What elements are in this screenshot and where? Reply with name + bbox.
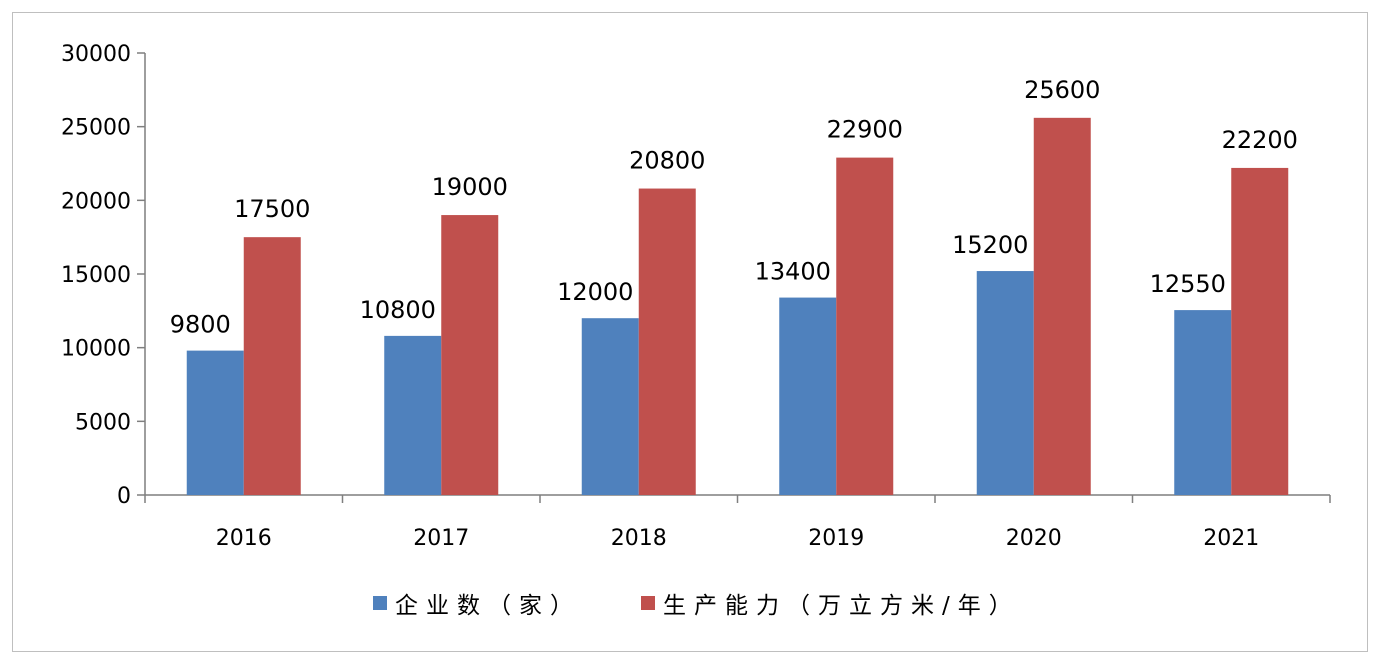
y-tick-label: 0 (117, 484, 131, 509)
data-label-series-2: 19000 (432, 173, 508, 201)
bar-series-2 (243, 237, 301, 495)
x-tick-label: 2019 (808, 526, 864, 551)
data-label-series-1: 12000 (557, 278, 633, 306)
legend-swatch-series-1 (373, 596, 387, 610)
y-tick-label: 10000 (61, 337, 131, 362)
y-tick-label: 15000 (61, 263, 131, 288)
bar-series-1 (581, 318, 639, 495)
x-tick-label: 2016 (216, 526, 272, 551)
chart-axes: 0 5000 10000 15000 20000 25000 30000 2016 2017 20… (61, 42, 1331, 551)
data-label-series-1: 9800 (170, 311, 231, 339)
x-tick-label: 2021 (1203, 526, 1259, 551)
y-tick-label: 5000 (75, 410, 131, 435)
data-label-series-1: 10800 (360, 296, 436, 324)
data-label-series-2: 25600 (1024, 76, 1100, 104)
data-label-series-2: 20800 (629, 147, 705, 175)
bar-series-1 (976, 271, 1034, 495)
y-tick-label: 30000 (61, 42, 131, 67)
legend-swatch-series-2 (641, 596, 655, 610)
bar-series-2 (1231, 167, 1289, 496)
x-tick-label: 2020 (1006, 526, 1062, 551)
data-label-series-2: 17500 (234, 195, 310, 223)
data-label-series-1: 12550 (1150, 270, 1226, 298)
data-label-series-2: 22900 (827, 116, 903, 144)
chart-data-labels: 9800 17500 10800 19000 12000 20800 13400 22900 1… (170, 76, 1298, 339)
data-label-series-1: 13400 (755, 258, 831, 286)
data-label-series-1: 15200 (952, 231, 1028, 259)
x-tick-label: 2018 (611, 526, 667, 551)
bar-series-1 (186, 350, 244, 495)
bar-series-2 (1033, 117, 1091, 496)
bar-series-1 (779, 297, 837, 495)
x-tick-label: 2017 (413, 526, 469, 551)
y-tick-label: 25000 (61, 116, 131, 141)
bar-series-2 (638, 188, 696, 495)
data-label-series-2: 22200 (1222, 126, 1298, 154)
bar-series-1 (1174, 310, 1232, 495)
legend-label-series-2: 生产能力（万立方米/年） (663, 593, 1020, 619)
legend-label-series-1: 企业数（家） (395, 593, 581, 619)
chart-legend: 企业数（家） 生产能力（万立方米/年） (373, 593, 1020, 619)
bar-series-1 (384, 335, 442, 495)
bar-series-2 (836, 157, 894, 495)
bar-series-2 (441, 215, 499, 496)
chart-bars (186, 117, 1289, 496)
y-tick-label: 20000 (61, 189, 131, 214)
